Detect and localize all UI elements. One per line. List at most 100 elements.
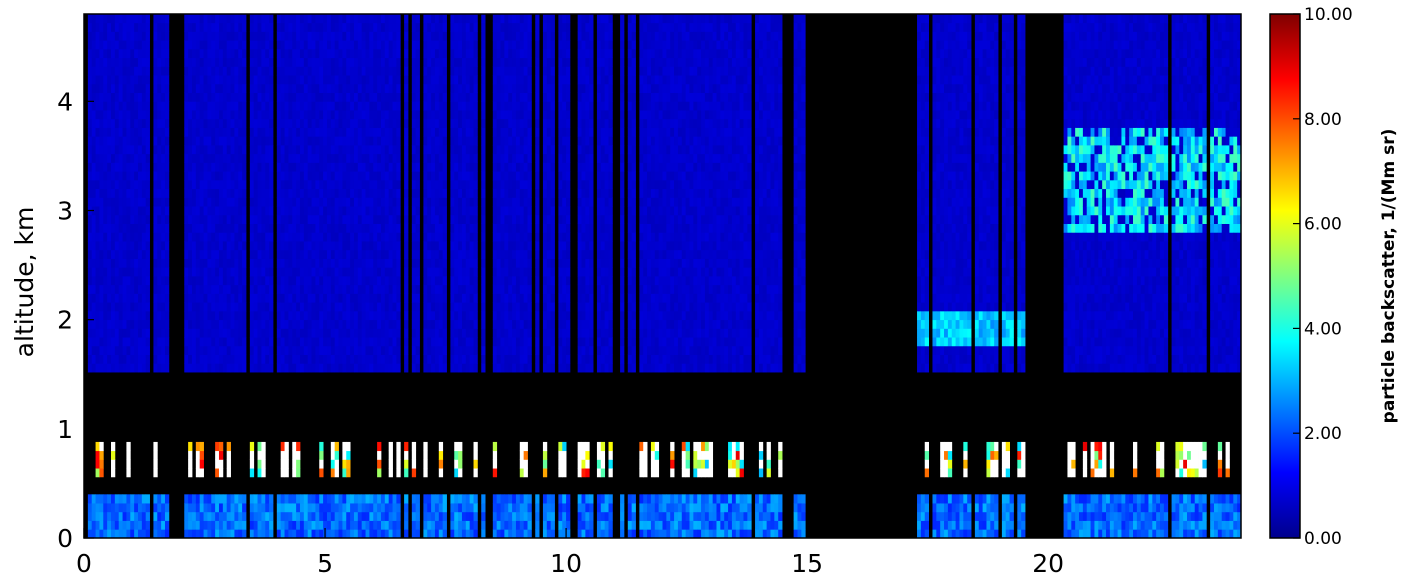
heatmap-cell	[253, 363, 258, 373]
heatmap-cell	[184, 223, 189, 233]
heatmap-cell	[137, 75, 143, 85]
heatmap-cell	[134, 310, 139, 321]
heatmap-cell	[384, 345, 390, 355]
heatmap-cell	[519, 267, 525, 277]
heatmap-cell	[134, 14, 139, 24]
heatmap-cell	[288, 328, 293, 338]
heatmap-cell	[361, 214, 366, 224]
heatmap-cell	[415, 319, 420, 329]
heatmap-cell	[481, 302, 486, 312]
heatmap-cell	[515, 14, 521, 24]
heatmap-cell	[442, 337, 447, 347]
heatmap-cell	[292, 214, 297, 224]
heatmap-cell	[303, 310, 309, 321]
heatmap-cell	[157, 101, 162, 111]
heatmap-cell	[157, 302, 162, 312]
heatmap-cell	[396, 127, 401, 137]
heatmap-cell	[276, 232, 282, 242]
heatmap-cell	[191, 319, 197, 329]
heatmap-cell	[299, 310, 305, 321]
heatmap-cell	[542, 118, 548, 128]
heatmap-cell	[114, 31, 120, 41]
heatmap-cell	[361, 520, 366, 530]
heatmap-cell	[392, 249, 397, 259]
heatmap-cell	[130, 92, 135, 102]
heatmap-cell	[496, 110, 501, 120]
heatmap-cell	[111, 92, 116, 102]
heatmap-cell	[465, 276, 471, 286]
heatmap-cell	[377, 171, 382, 181]
heatmap-cell	[134, 337, 139, 347]
heatmap-cell	[199, 232, 204, 242]
heatmap-cell	[323, 101, 328, 111]
heatmap-cell	[396, 459, 401, 469]
heatmap-cell	[481, 241, 486, 251]
heatmap-cell	[388, 319, 393, 329]
heatmap-cell	[434, 276, 440, 286]
heatmap-cell	[423, 232, 428, 242]
heatmap-cell	[330, 232, 336, 242]
heatmap-cell	[404, 241, 409, 251]
heatmap-cell	[164, 337, 170, 347]
heatmap-cell	[161, 83, 166, 93]
heatmap-cell	[122, 145, 127, 155]
heatmap-cell	[311, 153, 316, 163]
heatmap-cell	[365, 179, 370, 190]
heatmap-cell	[222, 136, 228, 146]
heatmap-cell	[442, 302, 447, 312]
heatmap-cell	[558, 441, 563, 452]
heatmap-cell	[357, 503, 363, 513]
heatmap-cell	[527, 214, 532, 224]
heatmap-cell	[280, 520, 285, 530]
heatmap-cell	[114, 145, 120, 155]
heatmap-cell	[508, 293, 513, 303]
heatmap-cell	[215, 319, 220, 329]
heatmap-cell	[388, 258, 393, 268]
heatmap-cell	[334, 468, 339, 478]
heatmap-cell	[299, 363, 305, 373]
heatmap-cell	[99, 22, 104, 32]
heatmap-cell	[184, 520, 189, 530]
heatmap-cell	[392, 57, 397, 67]
heatmap-cell	[450, 48, 455, 59]
heatmap-cell	[380, 328, 386, 338]
heatmap-cell	[323, 197, 328, 207]
heatmap-cell	[265, 223, 270, 233]
heatmap-cell	[137, 241, 143, 251]
heatmap-cell	[519, 310, 525, 321]
heatmap-cell	[388, 153, 393, 163]
heatmap-cell	[454, 267, 459, 277]
heatmap-cell	[442, 223, 447, 233]
heatmap-cell	[276, 92, 282, 102]
heatmap-cell	[350, 110, 355, 120]
heatmap-cell	[242, 520, 247, 530]
heatmap-cell	[542, 354, 548, 364]
heatmap-cell	[292, 511, 297, 521]
heatmap-cell	[431, 232, 436, 242]
heatmap-cell	[265, 31, 270, 41]
heatmap-cell	[307, 110, 312, 120]
heatmap-cell	[519, 520, 525, 530]
heatmap-cell	[500, 337, 505, 347]
heatmap-cell	[207, 319, 212, 329]
heatmap-cell	[361, 529, 366, 538]
heatmap-cell	[188, 110, 193, 120]
heatmap-cell	[141, 302, 147, 312]
heatmap-cell	[496, 31, 501, 41]
heatmap-cell	[523, 267, 528, 277]
heatmap-cell	[512, 127, 517, 137]
heatmap-cell	[95, 337, 100, 347]
heatmap-cell	[438, 354, 444, 364]
heatmap-cell	[496, 136, 501, 146]
heatmap-cell	[238, 302, 243, 312]
heatmap-cell	[253, 162, 258, 172]
heatmap-cell	[257, 494, 262, 504]
heatmap-cell	[469, 206, 474, 216]
heatmap-cell	[91, 345, 96, 355]
heatmap-cell	[500, 22, 505, 32]
heatmap-cell	[276, 354, 282, 364]
heatmap-cell	[87, 293, 93, 303]
heatmap-cell	[122, 162, 127, 172]
heatmap-cell	[434, 22, 440, 32]
heatmap-cell	[122, 284, 127, 294]
